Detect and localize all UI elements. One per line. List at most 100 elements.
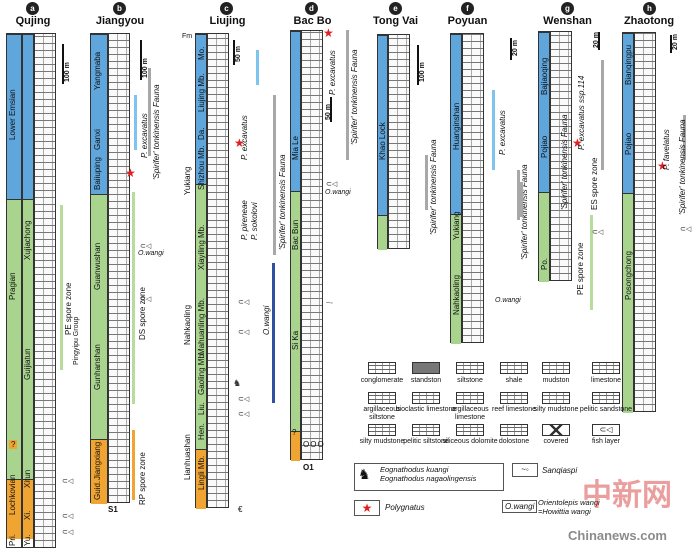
legend-swatch-shale	[500, 362, 528, 374]
legend-label-argillaceous-siltstone: argillaceous siltstone	[363, 406, 401, 421]
column-title-zhaotong: Zhaotong	[623, 15, 675, 27]
wenshan-scale-label: 20 m	[593, 32, 600, 48]
legend-swatch-pelitic-siltstone	[412, 424, 440, 436]
zhaotong-favelatus-label: P. favelatus	[662, 129, 671, 170]
unit-label-baiiuping: Baiiuping	[93, 157, 102, 190]
question-mark: ?	[9, 440, 18, 449]
column-title-qujing: Qujing	[15, 15, 51, 27]
legend-swatch-argillaceous-siltstone	[368, 392, 396, 404]
tongvai-scale-label: 100 m	[419, 62, 426, 82]
column-title-jiangyou: Jiangyou	[95, 15, 145, 27]
unit-label-guid: Guid.	[93, 480, 102, 500]
legend-label-argillaceous-limestone: argillaceous limestone	[451, 406, 489, 421]
column-title-liujing: Liujing	[209, 15, 246, 27]
unit-shizhou-band	[196, 184, 206, 449]
bacbo-bottom-label: O1	[303, 463, 314, 472]
legend-label-conglomerate: conglomerate	[360, 377, 404, 384]
unit-label-liu: Liu.	[197, 402, 206, 415]
stage-pragian	[7, 199, 21, 479]
unit-upper	[23, 34, 33, 199]
poyuan-excavatus-label: P. excavatus	[498, 110, 507, 155]
qujing-lithology-column	[34, 33, 56, 548]
unit-o1-band	[291, 431, 300, 461]
qujing-scale-label: 100 m	[64, 62, 71, 82]
poyuan-owangi-label: O.wangi	[495, 297, 521, 304]
unit-label-bianqingpu: Bianqingpu	[624, 44, 633, 85]
unit-label-bac-bun: Bac Bun	[291, 219, 300, 250]
unit-label-guijiatun: Guijiatun	[23, 348, 32, 380]
column-title-wenshan: Wenshan	[543, 15, 592, 27]
column-title-tongvai: Tong Vai	[372, 15, 419, 27]
unit-label-mia-le: Mia Le	[291, 135, 300, 160]
unit-jiangxiang-band	[91, 439, 107, 504]
eognathodus-icon: ♞	[233, 378, 242, 388]
legend-sanqiaspis-label: Sanqiaspi	[542, 466, 578, 475]
watermark-logo-text: 中新网	[582, 478, 672, 513]
unit-label-yukiang: Yukiang	[183, 166, 192, 195]
legend-swatch-bioclastic-limestone	[412, 392, 440, 404]
legend-swatch-conglomerate	[368, 362, 396, 374]
unit-label-po: Po.	[540, 257, 549, 270]
liujing-pireneae-label: P. pireneae	[240, 200, 249, 240]
liujing-unit-column	[195, 33, 207, 509]
stage-lower-emsian	[7, 34, 21, 199]
stage-label-pragian: Pragian	[8, 272, 17, 300]
bacbo-excavatus-label: P. excavatus	[328, 50, 337, 95]
unit-label-xi: Xi.	[23, 510, 32, 520]
badge-f: f	[461, 2, 474, 15]
zhaotong-scale-bar	[670, 35, 672, 53]
unit-label-nahkaoling: Nahkaoling	[183, 304, 192, 345]
jiangyou-unit-column	[90, 33, 108, 504]
polygnatus-star-icon: ★	[125, 166, 136, 180]
wenshan-lithology-column	[550, 31, 572, 281]
legend-swatch-limestone	[592, 362, 620, 374]
liujing-excavatus-bar	[256, 50, 259, 85]
unit-label-yu: Yu.	[23, 534, 32, 546]
stage-label-lochkovian: Lochkovian	[8, 474, 17, 515]
bacbo-question-mark: ?	[292, 428, 297, 437]
fish-layer-icon: ⊂◁	[680, 226, 692, 233]
wenshan-es-zone-label: ES spore zone	[590, 157, 599, 210]
jiangyou-bottom-label: S1	[108, 505, 118, 514]
tongvai-scale-bar	[417, 45, 419, 85]
legend-label-pelitic-sandstone: pelitic sandstone	[579, 406, 633, 413]
bacbo-scale-label: 50 m	[325, 104, 332, 120]
unit-label-khao-lock: Khao Lock	[378, 122, 387, 160]
legend-label-shale: shale	[505, 377, 523, 384]
legend-swatch-mudston	[542, 362, 570, 374]
poyuan-scale-bar	[510, 38, 512, 60]
unit-guanwushan-band	[91, 194, 107, 439]
qujing-pe-zone-label: PE spore zone	[64, 282, 73, 335]
bacbo-spirifer-bar	[346, 30, 349, 160]
badge-g: g	[561, 2, 574, 15]
fish-layer-icon: ⊂◁	[140, 296, 152, 303]
legend-label-siltstone: siltstone	[457, 377, 483, 384]
polygnatus-star-icon: ★	[657, 159, 668, 173]
fish-layer-icon: ⊂◁	[238, 329, 250, 336]
jiangyou-scale-bar	[140, 40, 142, 80]
legend-swatch-argillaceous-limestone	[456, 392, 484, 404]
unit-label-yangmaba: Yangmaba	[93, 51, 102, 90]
poyuan-unit-column	[450, 33, 462, 344]
legend-label-standston: standston	[410, 377, 442, 384]
polygnatus-star-icon: ★	[323, 26, 334, 40]
legend-label-limestone: limestone	[591, 377, 621, 384]
legend-polygnatus-label: Polygnatus	[385, 503, 425, 512]
legend-swatch-siliceous-dolomite	[456, 424, 484, 436]
legend-swatch-siltstone	[456, 362, 484, 374]
wenshan-spirifer-bar	[601, 60, 604, 170]
wenshan-pe-zone-bar	[590, 215, 593, 310]
zhaotong-spirifer-bar	[683, 115, 686, 160]
stage-label-lower-emsian: Lower Emsian	[8, 89, 17, 140]
unit-po-band	[539, 192, 549, 282]
unit-label-nahkaoling: Nahkaoling	[452, 274, 461, 315]
poyuan-excavatus-bar	[492, 90, 495, 170]
eognathodus-icon: ♞	[358, 466, 371, 482]
unit-mo-band	[196, 34, 206, 184]
legend-label-silty-mudstone: silty mudstone	[533, 406, 579, 413]
polygnatus-star-icon: ★	[572, 136, 583, 150]
poyuan-scale-label: 20 m	[512, 40, 519, 56]
wenshan-spirifer-bar-2	[520, 182, 523, 217]
column-title-poyuan: Poyuan	[447, 15, 488, 27]
unit-label-pojiao: Pojiao	[624, 132, 633, 155]
